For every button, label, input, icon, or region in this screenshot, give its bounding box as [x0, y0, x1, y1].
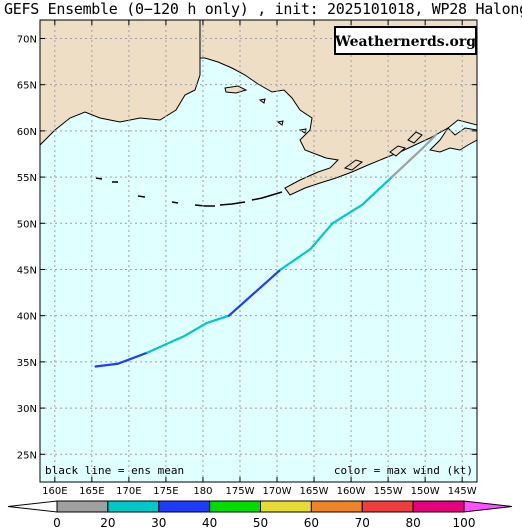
- lat-label: 45N: [17, 265, 37, 276]
- track-segment: [279, 248, 312, 271]
- lon-label: 170E: [116, 486, 141, 497]
- colorbar-swatch: [260, 500, 312, 513]
- lat-label: 25N: [17, 450, 37, 461]
- colorbar-right-arrow: [463, 500, 513, 513]
- colorbar-label: 60: [304, 516, 319, 530]
- lat-label: 65N: [17, 81, 37, 92]
- lat-label: 50N: [17, 219, 37, 230]
- alaska-coastal-islands: [343, 131, 423, 171]
- colorbar-label: 50: [253, 516, 268, 530]
- lon-label: 170W: [263, 486, 292, 497]
- lon-label: 175W: [225, 486, 254, 497]
- colorbar-label: 40: [202, 516, 217, 530]
- colorbar-label: 0: [53, 516, 61, 530]
- lat-label: 70N: [17, 34, 37, 45]
- land-alaska: [199, 20, 477, 196]
- track-segment: [94, 362, 119, 368]
- colorbar-swatch: [361, 500, 414, 513]
- lon-label: 155W: [374, 486, 403, 497]
- track-segment: [309, 222, 334, 251]
- note-right: color = max wind (kt): [334, 464, 473, 477]
- track: [94, 133, 438, 368]
- track-segment: [361, 175, 393, 206]
- lat-label: 60N: [17, 127, 37, 138]
- colorbar-swatch: [310, 500, 363, 513]
- colorbar-label: 100: [453, 516, 476, 530]
- land-russia: [40, 20, 201, 146]
- colorbar-swatch: [107, 500, 160, 513]
- lon-label: 160W: [337, 486, 366, 497]
- colorbar-swatch: [56, 500, 109, 513]
- note-left: black line = ens mean: [45, 464, 184, 477]
- logo-text: Weathernerds.org: [334, 34, 476, 50]
- track-segment: [227, 268, 282, 317]
- land-alaska-peninsula: [428, 127, 477, 153]
- lon-label: 160E: [42, 486, 67, 497]
- lat-label: 55N: [17, 173, 37, 184]
- colorbar-swatch: [412, 500, 465, 513]
- bering-islands: [224, 85, 307, 134]
- colorbar-left-arrow: [7, 500, 58, 513]
- track-segment: [183, 321, 208, 338]
- track-segment: [205, 314, 230, 325]
- aleutian-islands: [95, 177, 283, 207]
- colorbar-label: 20: [100, 516, 115, 530]
- colorbar-label: 30: [151, 516, 166, 530]
- lat-label: 35N: [17, 358, 37, 369]
- map-frame: [39, 19, 478, 483]
- lon-label: 180: [193, 486, 212, 497]
- lon-label: 150W: [411, 486, 440, 497]
- lat-label: 40N: [17, 312, 37, 323]
- track-segment: [146, 334, 186, 354]
- track-segment: [331, 203, 364, 225]
- track-segment: [390, 148, 423, 179]
- colorbar-label: 70: [355, 516, 370, 530]
- grid: [40, 20, 477, 482]
- lon-label: 165W: [300, 486, 329, 497]
- lat-label: 30N: [17, 404, 37, 415]
- lon-label: 165E: [79, 486, 104, 497]
- axis-labels: 70N 65N 60N 55N 50N 45N 40N 35N 30N 25N 160E 165E 17…: [17, 20, 477, 497]
- map-title: GEFS Ensemble (0−120 h only) , init: 202…: [4, 0, 522, 18]
- track-segment: [116, 351, 149, 365]
- colorbar-label: 80: [405, 516, 420, 530]
- lon-label: 145W: [448, 486, 477, 497]
- logo-box: [334, 26, 477, 55]
- track-segment: [420, 133, 438, 151]
- lon-label: 175E: [153, 486, 178, 497]
- colorbar-swatch: [158, 500, 211, 513]
- colorbar-swatch: [209, 500, 261, 513]
